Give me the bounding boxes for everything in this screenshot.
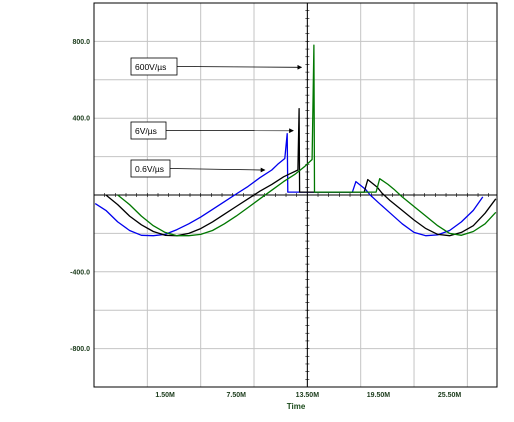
x-tick-label: 19.50M xyxy=(367,392,391,399)
annotation-label: 600V/µs xyxy=(135,62,166,72)
annotation-arrow xyxy=(169,167,266,173)
series-lines xyxy=(94,44,497,237)
annotation-label: 0.6V/µs xyxy=(135,164,164,174)
y-tick-label: 400.0 xyxy=(72,116,90,123)
series-line-3 xyxy=(117,44,497,237)
x-tick-label: 7.50M xyxy=(227,392,247,399)
x-tick-label: 25.50M xyxy=(438,392,462,399)
y-tick-label: -400.0 xyxy=(70,269,90,276)
annotation-label: 6V/µs xyxy=(135,126,157,136)
y-tick-label: -800.0 xyxy=(70,346,90,353)
annotation-1: 600V/µs xyxy=(130,57,303,76)
annotation-2: 6V/µs xyxy=(130,121,294,140)
series-line-2 xyxy=(105,107,497,237)
x-axis-title: Time xyxy=(287,402,306,411)
x-tick-label: 13.50M xyxy=(296,392,320,399)
y-tick-label: 800.0 xyxy=(72,39,90,46)
annotations: 600V/µs 6V/µs 0.6V/µs xyxy=(130,57,303,178)
tick-labels: 800.0 400.0 -400.0 -800.0 1.50M 7.50M 13.50M 19… xyxy=(70,39,461,399)
annotation-3: 0.6V/µs xyxy=(130,159,266,178)
x-tick-label: 1.50M xyxy=(155,392,175,399)
axes xyxy=(93,2,498,388)
series-line-1 xyxy=(94,132,484,237)
annotation-arrow xyxy=(176,64,303,70)
